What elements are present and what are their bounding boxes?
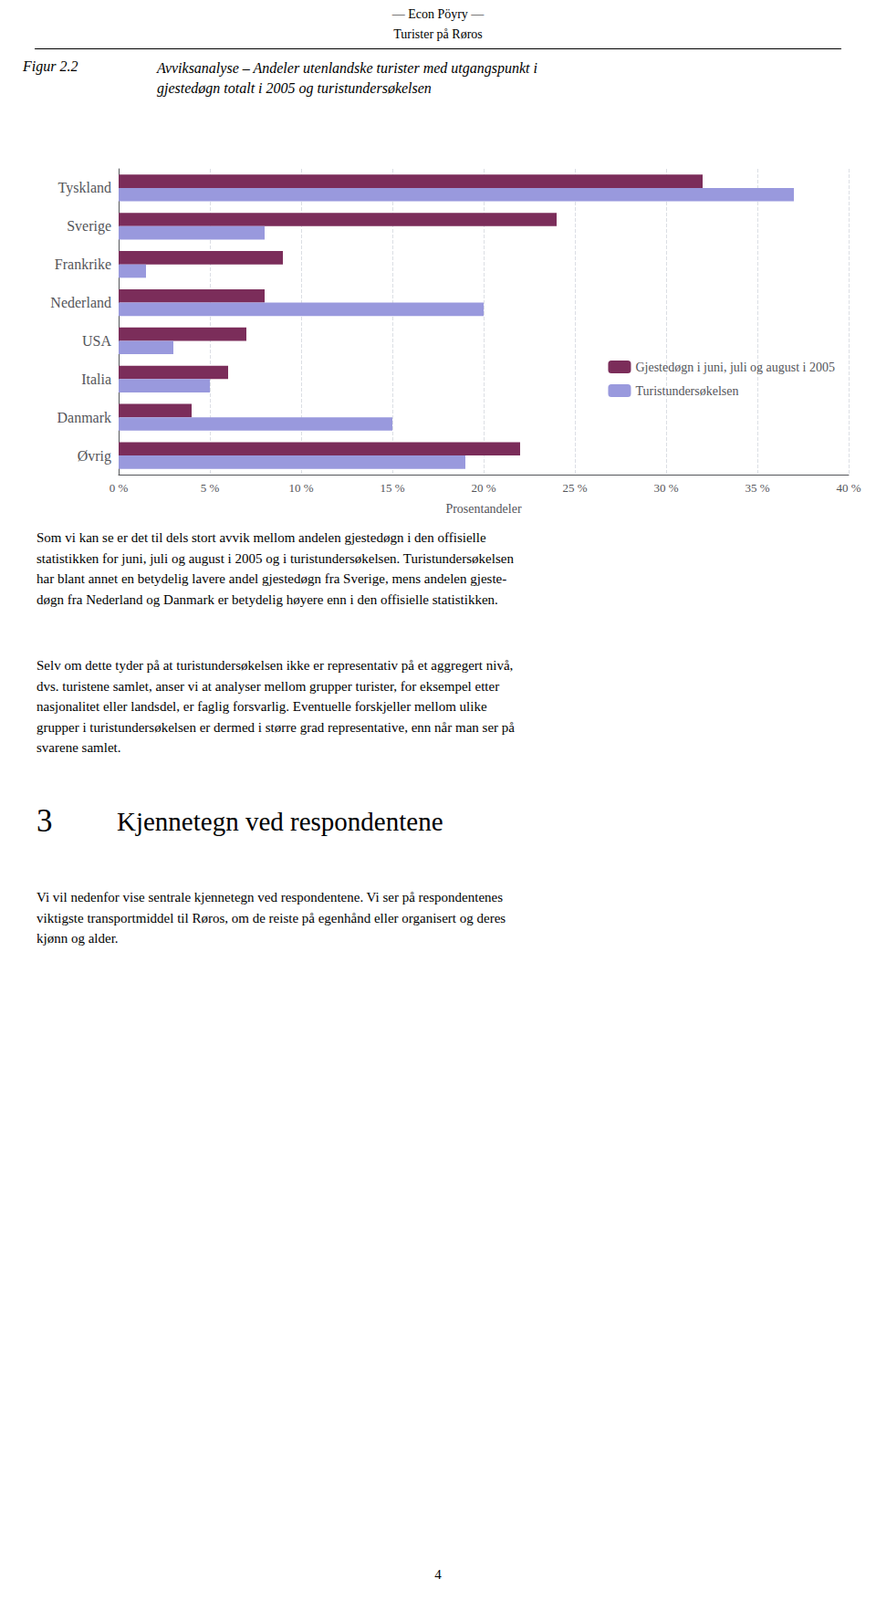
svg-text:Nederland: Nederland — [50, 294, 112, 311]
svg-text:Gjestedøgn i juni, juli og aug: Gjestedøgn i juni, juli og august i 2005 — [635, 360, 835, 375]
html-text:4: 4 — [434, 1566, 442, 1582]
html-text:Kjennetegn ved respondentene: Kjennetegn ved respondentene — [116, 806, 444, 836]
html-text:Vi vil nedenfor vise sentrale: Vi vil nedenfor vise sentrale kjennetegn… — [36, 889, 506, 946]
svg-text:5 %: 5 % — [200, 480, 220, 495]
html-text:Figur 2.2: Figur 2.2 — [22, 58, 79, 74]
svg-text:15 %: 15 % — [379, 480, 405, 495]
svg-text:30 %: 30 % — [653, 480, 678, 495]
svg-text:Sverige: Sverige — [66, 218, 112, 235]
html-text:Turister på Røros: Turister på Røros — [393, 27, 483, 42]
svg-text:20 %: 20 % — [470, 480, 496, 495]
html-text:3: 3 — [36, 803, 53, 839]
svg-text:0 %: 0 % — [109, 480, 129, 495]
svg-text:Turistundersøkelsen: Turistundersøkelsen — [635, 384, 739, 398]
html-text:Selv om dette tyder på at turi: Selv om dette tyder på at turistundersøk… — [36, 657, 515, 755]
svg-text:Øvrig: Øvrig — [77, 448, 112, 465]
html-text:— Econ Pöyry —: — Econ Pöyry — — [392, 7, 484, 21]
svg-text:Italia: Italia — [81, 371, 112, 387]
html-text:Avviksanalyse – Andeler utenla: Avviksanalyse – Andeler utenlandske turi… — [156, 60, 538, 97]
svg-text:10 %: 10 % — [288, 480, 313, 495]
svg-text:Prosentandeler: Prosentandeler — [445, 501, 522, 516]
svg-text:25 %: 25 % — [562, 480, 587, 495]
html-text:Som vi kan se er det til dels: Som vi kan se er det til dels stort avvi… — [36, 530, 514, 607]
svg-text:35 %: 35 % — [744, 480, 770, 495]
svg-text:Danmark: Danmark — [56, 409, 112, 426]
svg-text:40 %: 40 % — [835, 480, 861, 495]
svg-text:Tyskland: Tyskland — [58, 179, 112, 197]
svg-text:USA: USA — [82, 333, 112, 349]
svg-text:Frankrike: Frankrike — [54, 256, 112, 272]
